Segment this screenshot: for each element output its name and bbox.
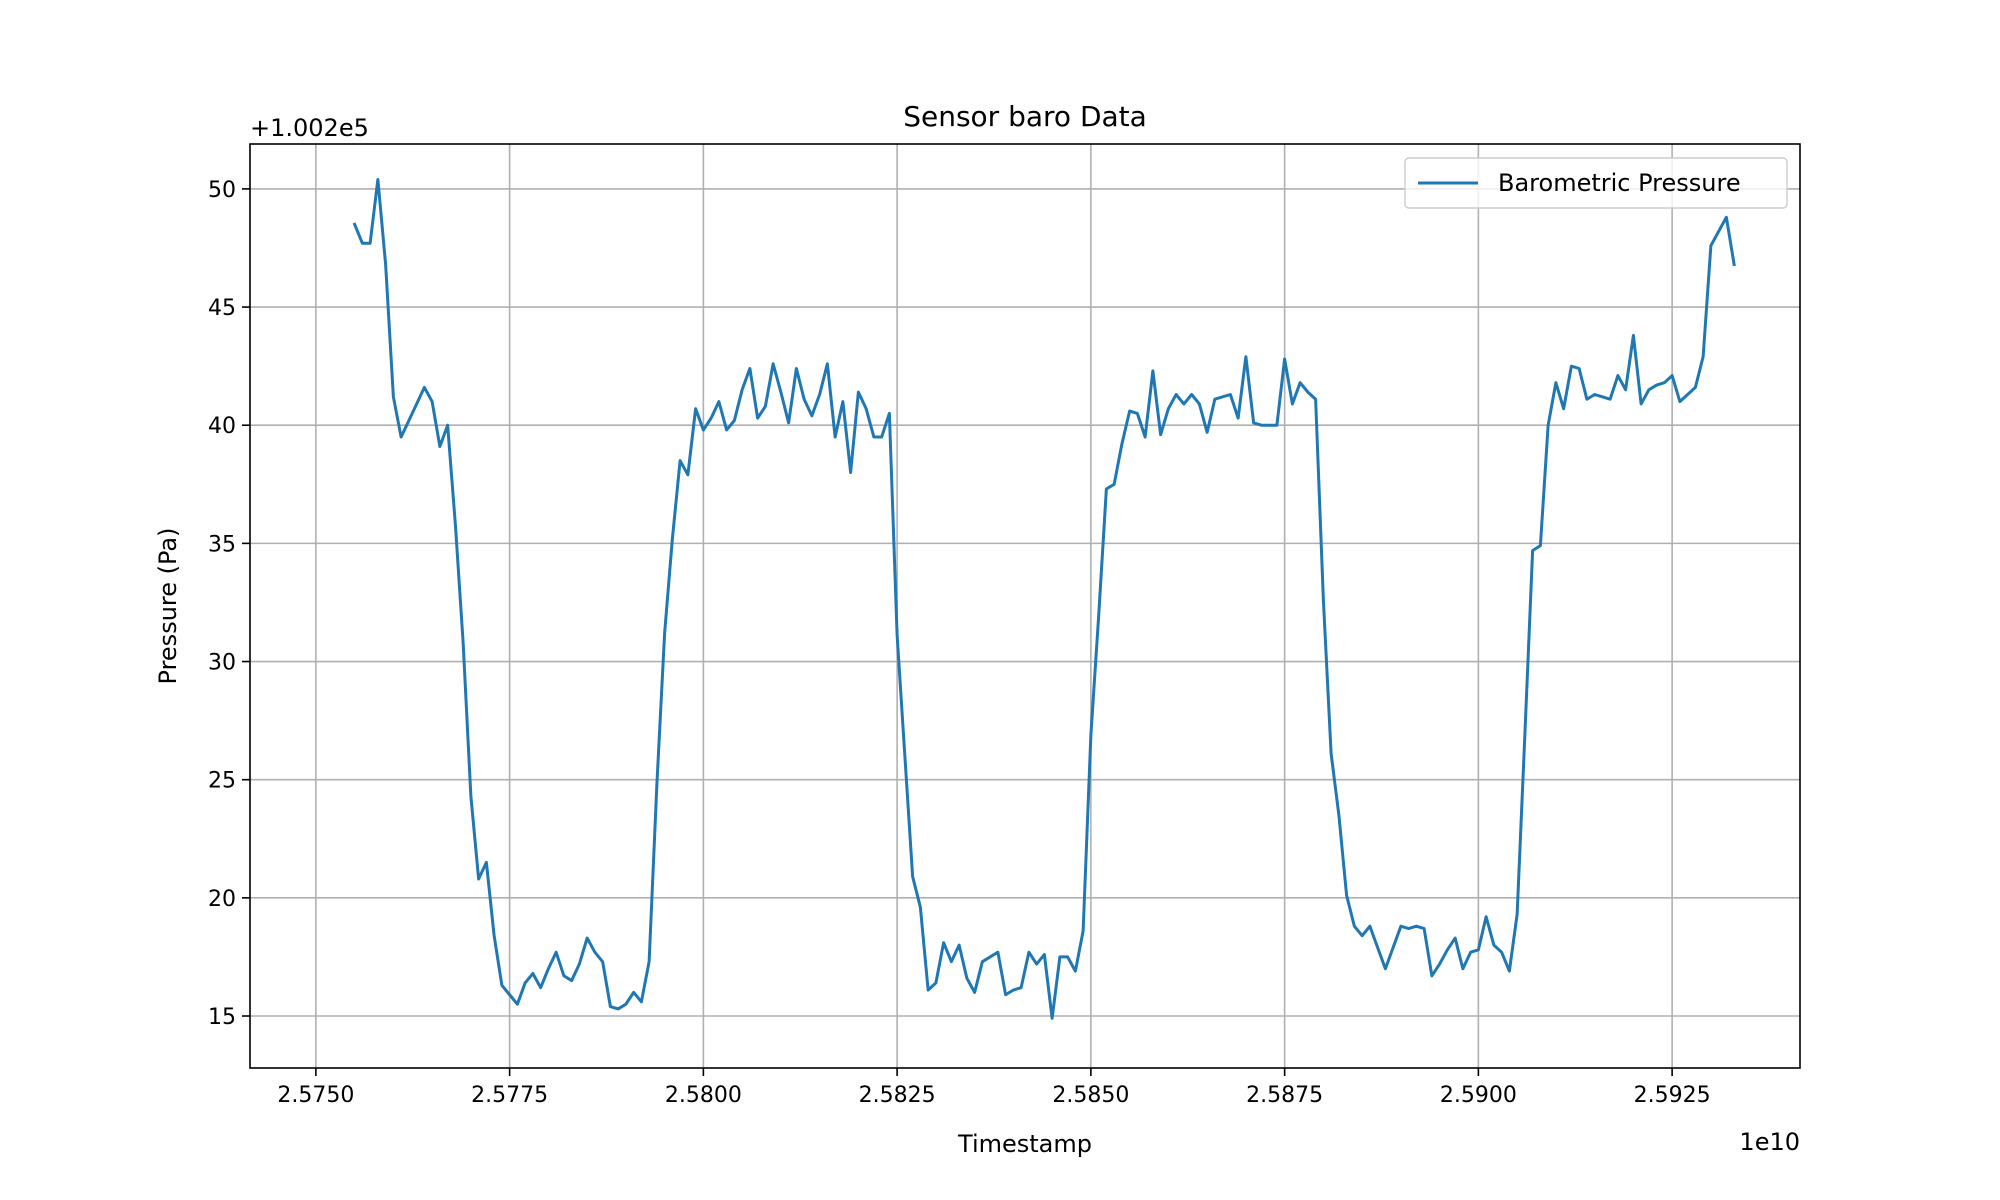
y-tick-label: 45 [208,296,236,321]
y-tick-label: 15 [208,1005,236,1030]
y-tick-label: 50 [208,178,236,203]
legend: Barometric Pressure [1404,157,1788,209]
legend-box [1404,157,1788,209]
x-axis-label: Timestamp [957,1130,1092,1158]
x-axis-offset-label: 1e10 [1739,1128,1800,1156]
y-tick-label: 30 [208,651,236,676]
y-tick-label: 20 [208,887,236,912]
x-tick-label: 2.5800 [665,1083,742,1108]
x-tick-label: 2.5850 [1052,1083,1129,1108]
y-axis-label: Pressure (Pa) [154,528,182,685]
series-line-barometric-pressure [352,177,1736,1020]
series-layer [352,177,1736,1020]
y-axis-offset-label: +1.002e5 [250,114,369,142]
x-tick-label: 2.5750 [277,1083,354,1108]
chart-title: Sensor baro Data [903,100,1147,133]
y-tick-label: 35 [208,532,236,557]
x-tick-label: 2.5775 [471,1083,548,1108]
y-tick-label: 25 [208,769,236,794]
x-tick-label: 2.5925 [1634,1083,1711,1108]
x-tick-label: 2.5825 [859,1083,936,1108]
x-tick-label: 2.5900 [1440,1083,1517,1108]
grid-lines [250,144,1800,1068]
legend-label: Barometric Pressure [1498,169,1741,197]
x-tick-label: 2.5875 [1246,1083,1323,1108]
axis-ticks: 2.5750 2.5775 2.5800 2.5825 2.5850 2.5875 2.59… [208,178,1711,1108]
plot-area-frame [249,143,1801,1069]
y-tick-label: 40 [208,414,236,439]
